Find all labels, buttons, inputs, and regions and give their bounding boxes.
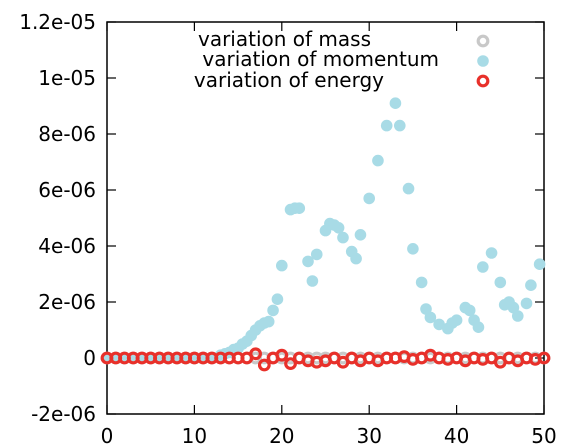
data-point	[520, 297, 533, 310]
data-point	[402, 182, 415, 195]
series-3	[100, 347, 551, 372]
legend-marker	[476, 74, 490, 88]
legend-marker	[477, 55, 489, 67]
data-point	[433, 318, 445, 331]
data-point	[511, 310, 524, 322]
data-point	[389, 97, 402, 109]
data-point	[293, 202, 306, 214]
data-point	[276, 259, 288, 272]
y-tick-label: 1e-05	[38, 66, 96, 90]
legend-marker	[476, 34, 490, 48]
legend-label: variation of energy	[194, 68, 384, 92]
y-tick-label: 8e-06	[38, 122, 96, 146]
data-point	[306, 275, 319, 287]
data-point	[271, 293, 284, 306]
data-point	[332, 222, 345, 234]
series-2	[101, 97, 546, 364]
data-marks	[100, 97, 551, 372]
x-tick-label: 40	[444, 424, 469, 447]
data-point	[450, 314, 463, 327]
data-point	[380, 119, 393, 132]
data-point	[485, 247, 498, 259]
y-tick-label: 2e-06	[38, 290, 96, 314]
data-point	[525, 279, 537, 292]
data-point	[533, 258, 546, 271]
y-tick-label: 4e-06	[38, 234, 96, 258]
y-tick-label: -2e-06	[31, 402, 96, 426]
data-point	[262, 315, 275, 328]
data-point	[393, 119, 406, 132]
legend-label: variation of mass	[198, 27, 371, 51]
data-point	[275, 348, 289, 362]
plot-frame	[106, 21, 545, 415]
data-point	[477, 261, 489, 273]
data-point	[407, 243, 419, 255]
data-point	[537, 351, 551, 365]
data-point	[415, 276, 428, 289]
x-tick-label: 50	[531, 424, 556, 447]
data-point	[472, 321, 485, 334]
data-point	[257, 358, 271, 372]
legend-label: variation of momentum	[202, 47, 439, 71]
data-point	[494, 276, 507, 289]
data-point	[363, 192, 376, 205]
axis-ticks: 0 10 20 30 40 50-2e-0602e-064e-066e-068e-061e…	[19, 10, 557, 447]
data-point	[302, 255, 314, 268]
data-point	[310, 248, 323, 261]
data-point	[337, 231, 349, 244]
x-tick-label: 10	[182, 424, 207, 447]
data-point	[249, 347, 262, 361]
data-point	[463, 304, 476, 317]
x-tick-label: 30	[356, 424, 381, 447]
data-point	[372, 154, 384, 167]
y-tick-label: 1.2e-05	[19, 10, 96, 34]
y-tick-label: 0	[83, 346, 96, 370]
y-tick-label: 6e-06	[38, 178, 96, 202]
x-tick-label: 0	[101, 424, 114, 447]
data-point	[350, 252, 362, 265]
data-point	[354, 229, 367, 241]
data-point	[284, 357, 297, 371]
x-tick-label: 20	[269, 424, 294, 447]
data-point	[424, 311, 437, 324]
data-point	[267, 304, 279, 317]
